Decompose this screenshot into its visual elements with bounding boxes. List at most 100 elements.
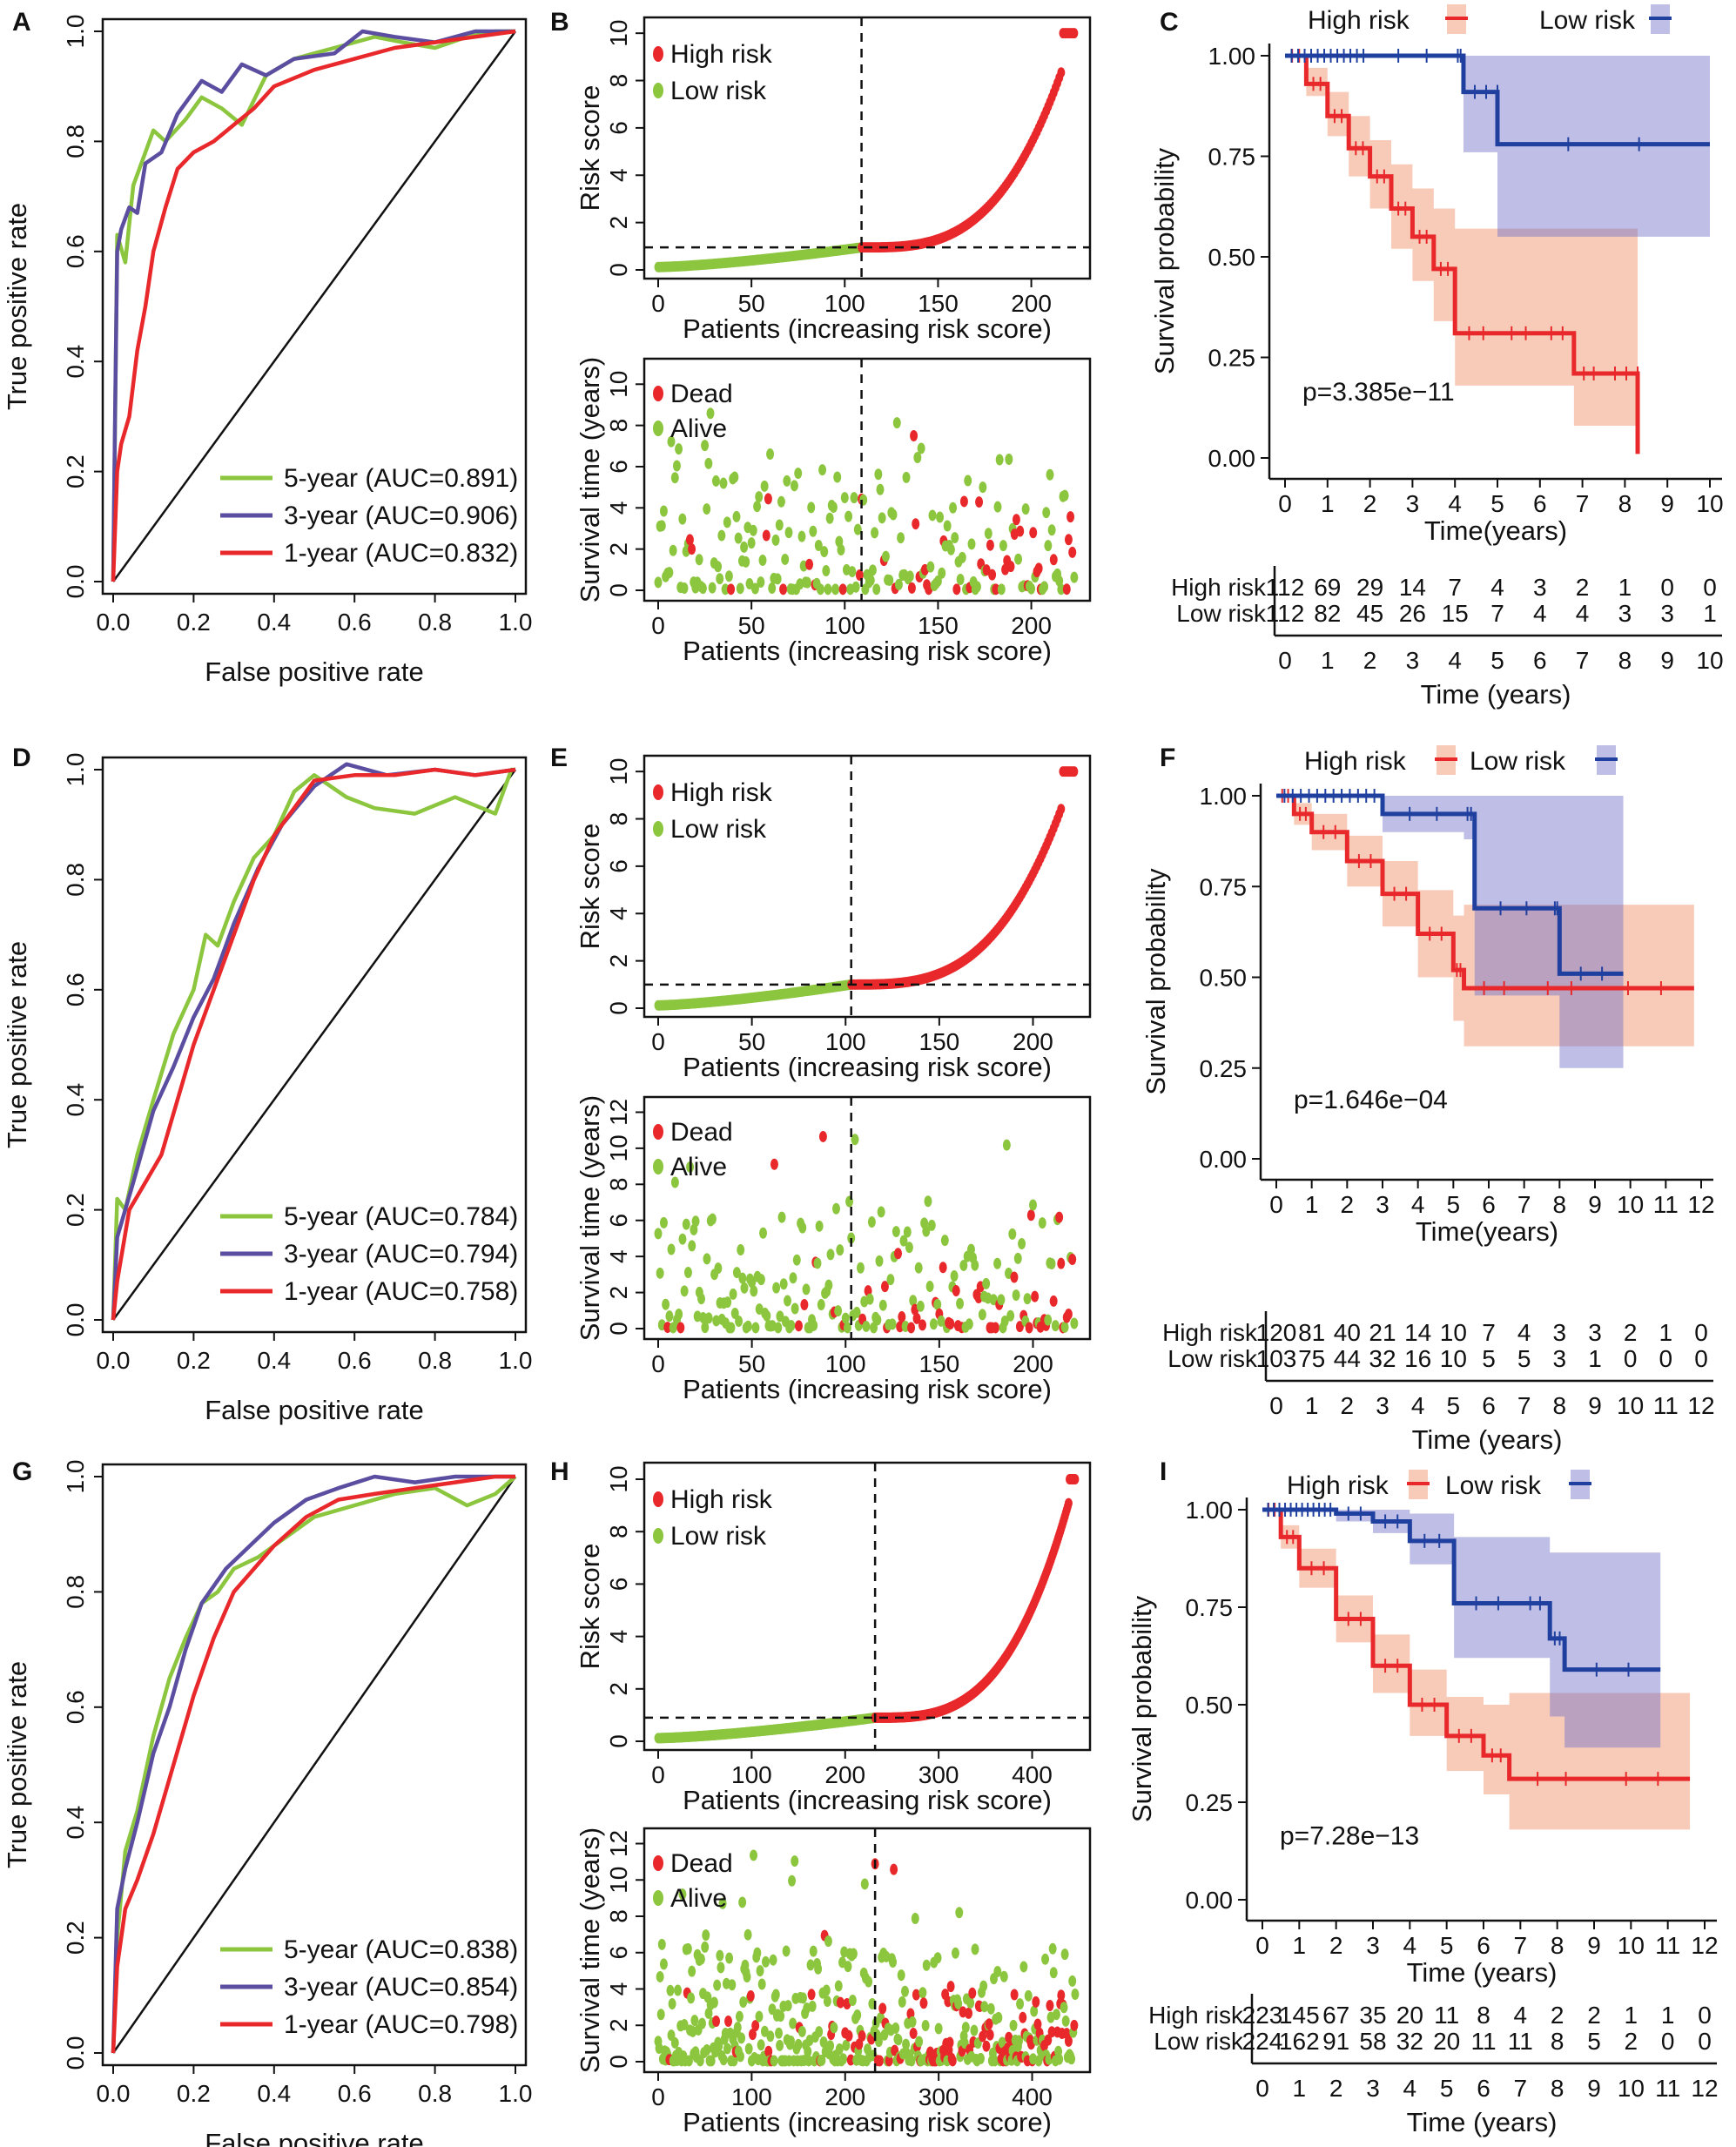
legend-swatch [653, 821, 663, 837]
alive-point [868, 564, 877, 576]
roc-frame [101, 1463, 528, 2067]
risk-table-label: Low risk [1154, 2028, 1244, 2055]
x-tick-label: 8 [1553, 1191, 1567, 1218]
y-axis-label: Risk score [575, 824, 605, 950]
alive-point [921, 2020, 930, 2032]
dead-point [800, 1299, 809, 1311]
y-tick-label: 6 [605, 1214, 632, 1228]
alive-point [809, 1945, 818, 1957]
alive-point [925, 1281, 934, 1293]
alive-point [735, 1315, 744, 1327]
x-tick-label: 400 [1012, 2083, 1053, 2110]
risk-table-x-tick: 2 [1341, 1392, 1355, 1419]
alive-point [744, 1320, 752, 1332]
high-risk-curve [1285, 53, 1640, 454]
risk-table-x-tick: 2 [1363, 647, 1377, 674]
alive-point [913, 451, 922, 463]
risk-table-count: 11 [1470, 2028, 1496, 2055]
risk-table-x-tick: 7 [1576, 647, 1590, 674]
alive-point [814, 1962, 823, 1975]
risk-table-count: 1 [1659, 1319, 1673, 1346]
dead-point [1026, 1209, 1035, 1222]
alive-point [749, 524, 757, 536]
alive-point [1040, 581, 1049, 593]
alive-point [878, 512, 886, 524]
alive-point [809, 525, 818, 537]
alive-point [970, 2024, 979, 2036]
risk-table-x-label: Time (years) [1407, 2107, 1558, 2137]
risk-frame [643, 1461, 1092, 1752]
alive-point [730, 2055, 738, 2067]
alive-point [670, 472, 679, 484]
y-tick-label: 8 [605, 1178, 632, 1192]
alive-point [907, 2055, 916, 2067]
risk-table-count: 4 [1514, 2002, 1528, 2029]
alive-point [757, 1978, 766, 1990]
alive-point [824, 1279, 833, 1291]
risk-table-count: 3 [1533, 574, 1547, 601]
alive-point [789, 2017, 797, 2029]
alive-point [763, 1309, 771, 1322]
survtime-frame [643, 357, 1092, 602]
risk-point [1057, 67, 1066, 78]
risk-table-x-tick: 12 [1691, 2075, 1718, 2102]
x-axis-label: Patients (increasing risk score) [683, 1052, 1052, 1082]
risk-frame [643, 754, 1092, 1019]
y-axis-label: True positive rate [2, 203, 32, 410]
alive-point [744, 1928, 752, 1941]
roc-curve-5-year [111, 29, 515, 582]
legend-swatch [653, 1528, 663, 1544]
risk-table-count: 1 [1661, 2002, 1675, 2029]
legend-label: Alive [670, 414, 727, 443]
alive-point [668, 1998, 676, 2010]
risk-table-count: 20 [1396, 2002, 1423, 2029]
dead-point [986, 539, 994, 551]
x-tick-label: 150 [919, 1028, 960, 1055]
alive-point [775, 519, 784, 531]
alive-point [680, 1285, 689, 1297]
alive-point [892, 2022, 900, 2034]
alive-point [1023, 1293, 1032, 1305]
alive-point [984, 528, 992, 540]
alive-point [834, 1980, 843, 1992]
dead-point [858, 2030, 866, 2043]
x-tick-label: 9 [1660, 490, 1674, 517]
alive-point [888, 1318, 897, 1330]
x-tick-label: 5 [1490, 490, 1504, 517]
risk-table-count: 0 [1698, 2028, 1712, 2055]
alive-point [889, 1955, 898, 1968]
alive-point [730, 471, 739, 483]
x-tick-label: 3 [1376, 1191, 1389, 1218]
x-tick-label: 10 [1617, 1191, 1644, 1218]
alive-point [665, 567, 674, 579]
x-tick-label: 1.0 [499, 609, 533, 636]
alive-point [791, 1302, 799, 1315]
x-axis-label: Patients (increasing risk score) [683, 636, 1052, 666]
y-tick-label: 0 [605, 2055, 632, 2069]
risk-table-x-tick: 4 [1448, 647, 1462, 674]
legend-label: Alive [670, 1153, 727, 1181]
x-axis-label: Patients (increasing risk score) [683, 1374, 1052, 1404]
alive-point [915, 2036, 924, 2048]
x-axis-label: Patients (increasing risk score) [683, 313, 1052, 344]
alive-point [703, 1253, 711, 1265]
alive-point [678, 1233, 687, 1245]
alive-point [750, 1849, 758, 1861]
alive-point [672, 460, 681, 472]
y-tick-label: 10 [605, 1867, 632, 1894]
alive-point [976, 2052, 985, 2064]
alive-point [951, 532, 959, 544]
dead-point [945, 2036, 954, 2049]
panel-letter: H [550, 1457, 569, 1486]
alive-point [1070, 571, 1079, 583]
risk-table-count: 5 [1517, 1345, 1531, 1372]
y-tick-label: 0.00 [1208, 445, 1256, 472]
roc-curve-1-year [111, 767, 516, 1321]
x-tick-label: 200 [1013, 1028, 1053, 1055]
alive-point [830, 2022, 838, 2034]
x-tick-label: 0 [1255, 1932, 1269, 1959]
alive-point [656, 2009, 665, 2021]
alive-point [706, 407, 715, 420]
alive-point [1018, 1237, 1026, 1249]
roc-diagonal [111, 769, 517, 1321]
